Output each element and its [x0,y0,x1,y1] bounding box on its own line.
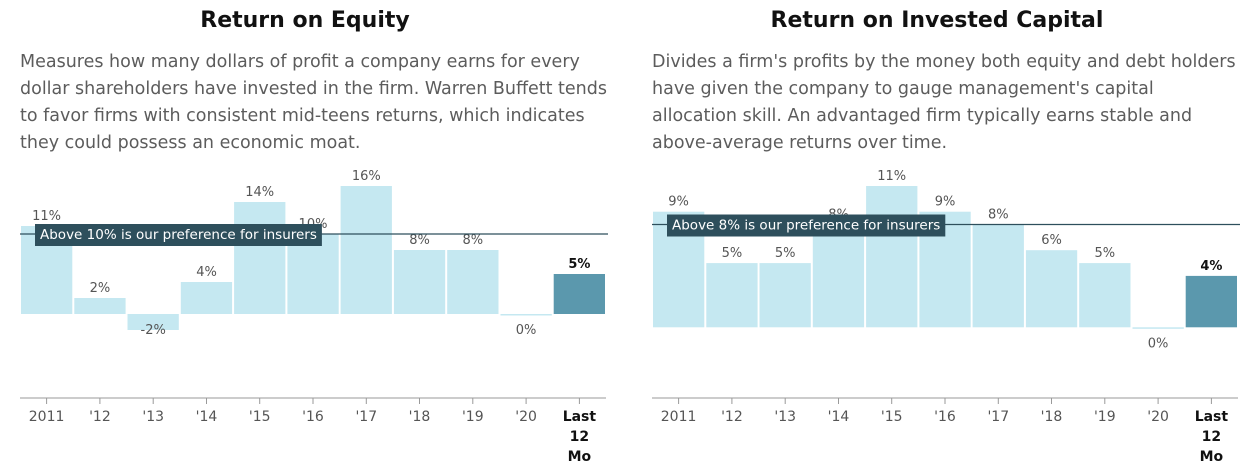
bar [340,186,392,314]
x-tick-label: '12 [721,409,743,425]
data-label: 5% [568,257,590,272]
x-tick-label: '12 [89,409,111,425]
data-label: 14% [245,185,274,200]
bar [972,224,1024,328]
x-tick-label: '15 [249,409,271,425]
bar [500,314,552,316]
data-label: 5% [1094,246,1115,261]
x-tick-label: '14 [196,409,218,425]
bar [1025,250,1078,328]
chart-title: Return on Invested Capital [770,8,1104,33]
data-label: 9% [935,195,956,210]
data-label: 11% [877,169,906,184]
data-label: 5% [722,246,743,261]
data-label: 4% [1200,259,1222,274]
data-label: 0% [1148,336,1169,351]
bar [447,250,499,314]
bar [74,298,126,314]
roic-panel: Return on Invested Capital Divides a fir… [632,0,1242,476]
data-label: 2% [90,281,111,296]
bar [127,314,179,330]
x-tick-label: 2011 [661,409,697,425]
data-label: 4% [196,265,217,280]
bar [180,282,233,314]
reference-label-background [35,224,322,246]
bar [553,274,605,314]
x-tick-label: '13 [774,409,796,425]
chart-title: Return on Equity [200,8,410,33]
x-tick-label: Last 12 Mo [1195,409,1229,465]
x-tick-label: '14 [828,409,850,425]
bar [706,263,758,328]
bar [1079,263,1131,328]
x-tick-label: '19 [1094,409,1116,425]
bar [1185,275,1237,328]
data-label: 16% [352,169,381,184]
bar [759,263,811,328]
data-label: 11% [32,209,61,224]
x-tick-label: '16 [302,409,324,425]
data-label: 6% [1041,233,1062,248]
bar [234,202,286,314]
roe-chart: 11%2%-2%4%14%10%16%8%8%0%5%Above 10% is … [20,169,608,465]
bar [287,234,339,314]
reference-label-background [667,214,946,237]
reference-label: Above 10% is our preference for insurers [40,227,317,243]
chart-description: Measures how many dollars of profit a co… [20,52,607,153]
roe-panel: Return on Equity Measures how many dolla… [0,0,610,476]
bar [866,186,918,328]
reference-label: Above 8% is our preference for insurers [672,218,940,234]
bar [812,224,865,328]
roic-chart: 9%5%5%8%11%9%8%6%5%0%4%Above 8% is our p… [652,169,1240,465]
x-tick-label: '17 [987,409,1009,425]
x-tick-label: 2011 [29,409,65,425]
x-tick-label: '20 [1147,409,1169,425]
chart-description: Divides a firm's profits by the money bo… [652,52,1236,153]
data-label: 9% [668,195,689,210]
data-label: -2% [141,323,166,338]
bar [1132,327,1184,329]
x-tick-label: '17 [355,409,377,425]
data-label: 8% [409,233,430,248]
x-tick-label: '19 [462,409,484,425]
x-tick-label: '16 [934,409,956,425]
data-label: 5% [775,246,796,261]
x-tick-label: '15 [881,409,903,425]
x-tick-label: '18 [1041,409,1063,425]
bar [393,250,446,314]
x-tick-label: '18 [409,409,431,425]
x-tick-label: '20 [515,409,537,425]
data-label: 8% [462,233,483,248]
data-label: 0% [516,323,537,338]
x-tick-label: '13 [142,409,164,425]
x-tick-label: Last 12 Mo [563,409,597,465]
data-label: 8% [988,208,1009,223]
